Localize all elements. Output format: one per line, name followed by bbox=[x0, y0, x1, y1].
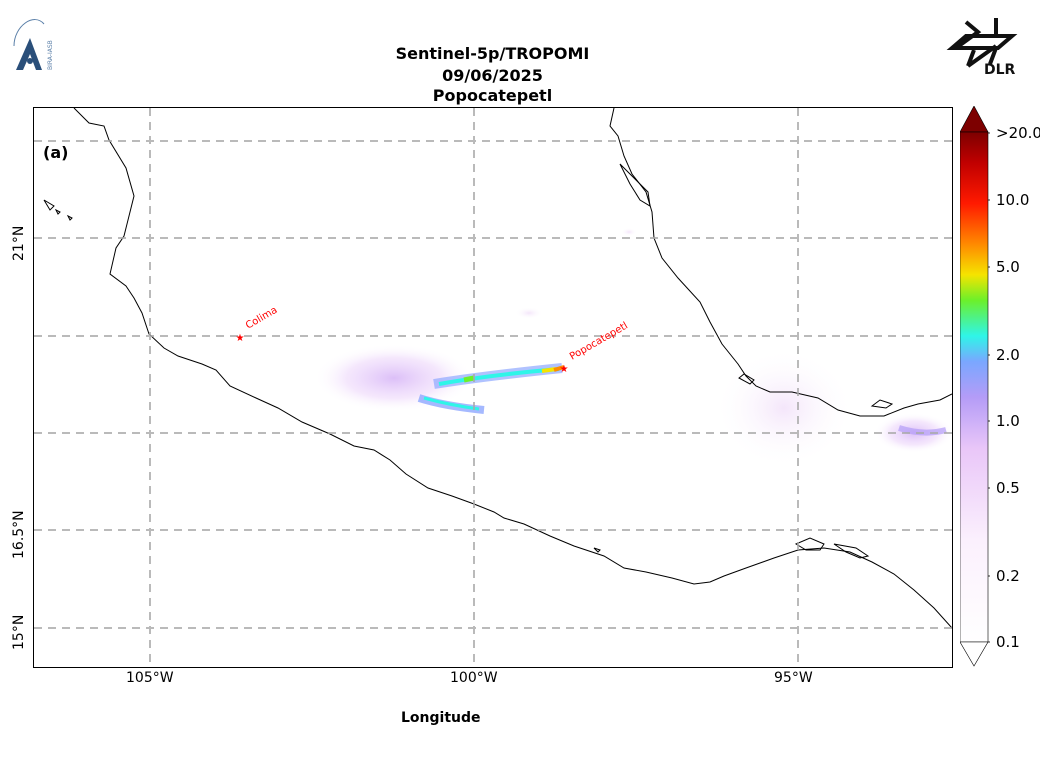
dlr-logo: DLR bbox=[946, 16, 1026, 78]
title-volcano: Popocatepetl bbox=[432, 86, 553, 105]
colorbar-tick-20: >20.0 bbox=[996, 124, 1040, 142]
volcano-popocatepetl: ★ Popocatepetl bbox=[560, 320, 630, 375]
volcano-colima-label: Colima bbox=[244, 305, 279, 332]
x-tick-100w: 100°W bbox=[450, 670, 498, 686]
colorbar bbox=[959, 105, 994, 668]
colorbar-tick-0-5: 0.5 bbox=[996, 479, 1020, 497]
colorbar-tick-1: 1.0 bbox=[996, 412, 1020, 430]
plume-faint-main bbox=[314, 344, 474, 412]
plume-faint-north bbox=[621, 228, 637, 236]
panel-label: (a) bbox=[43, 143, 69, 162]
colorbar-tick-0-2: 0.2 bbox=[996, 567, 1020, 585]
title-date: 09/06/2025 bbox=[442, 66, 543, 85]
map-canvas: ★ Colima ★ Popocatepetl bbox=[34, 108, 952, 667]
colorbar-tick-5: 5.0 bbox=[996, 258, 1020, 276]
y-tick-15n: 15°N bbox=[11, 614, 27, 650]
plume-faint-east bbox=[714, 348, 854, 468]
volcano-colima-marker: ★ bbox=[236, 333, 245, 344]
title-instrument: Sentinel-5p/TROPOMI bbox=[395, 44, 590, 63]
volcano-popocatepetl-marker: ★ bbox=[560, 364, 569, 375]
gridlines bbox=[34, 108, 952, 667]
dlr-logo-text: DLR bbox=[984, 62, 1016, 78]
x-tick-95w: 95°W bbox=[774, 670, 813, 686]
y-tick-16-5n: 16.5°N bbox=[11, 510, 27, 559]
coastline bbox=[43, 108, 952, 629]
bira-logo-text: BIRA-IASB bbox=[47, 40, 54, 70]
y-tick-21n: 21°N bbox=[11, 225, 27, 261]
colorbar-tick-10: 10.0 bbox=[996, 191, 1030, 209]
x-tick-105w: 105°W bbox=[126, 670, 174, 686]
colorbar-tick-0-1: 0.1 bbox=[996, 633, 1020, 651]
colorbar-tick-2: 2.0 bbox=[996, 346, 1020, 364]
volcano-colima: ★ Colima bbox=[236, 305, 280, 344]
plume-strands bbox=[417, 363, 947, 436]
volcano-popocatepetl-label: Popocatepetl bbox=[568, 320, 630, 362]
x-axis-label: Longitude bbox=[401, 710, 481, 726]
bira-iasb-logo: BIRA-IASB bbox=[12, 16, 58, 74]
plume-faint-small bbox=[515, 307, 543, 319]
map-panel: ★ Colima ★ Popocatepetl bbox=[33, 107, 953, 668]
